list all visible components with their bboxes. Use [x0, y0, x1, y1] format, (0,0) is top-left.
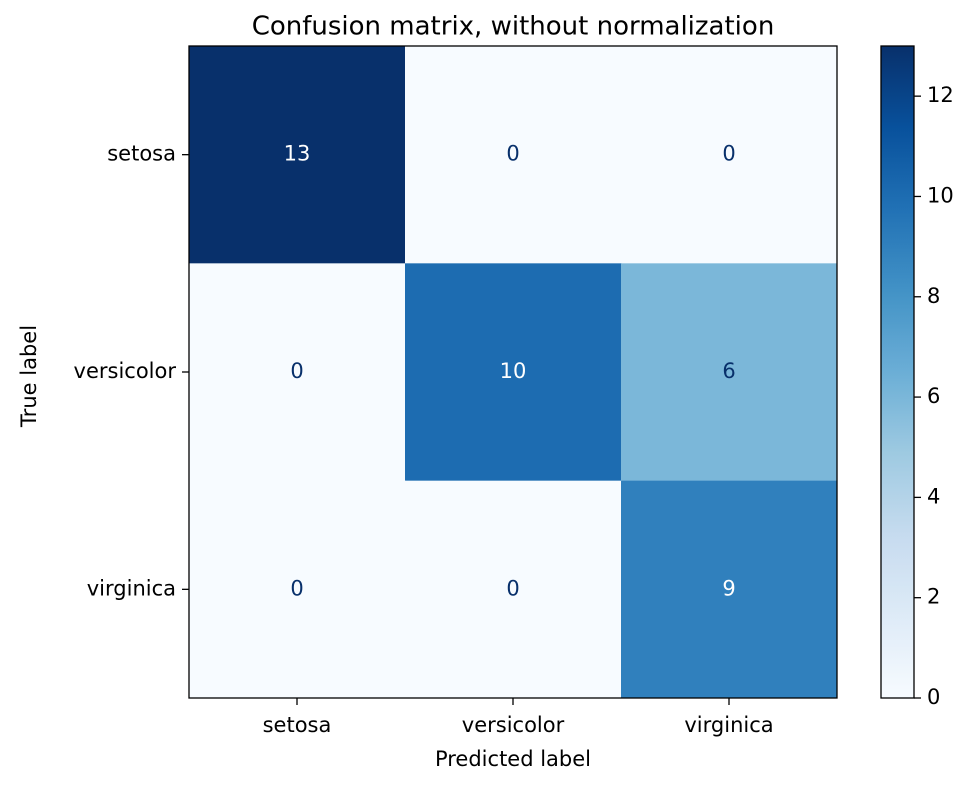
chart-title: Confusion matrix, without normalization: [252, 12, 775, 42]
colorbar-tick-label: 4: [927, 484, 940, 508]
heatmap-cell: [405, 46, 622, 264]
colorbar-tick-label: 10: [927, 183, 954, 207]
colorbar-tick-label: 8: [927, 284, 940, 308]
x-tick-label: virginica: [684, 713, 773, 737]
y-tick-label: setosa: [107, 142, 176, 166]
colorbar-tick-label: 12: [927, 83, 954, 107]
y-axis-label: True label: [17, 325, 41, 428]
cell-value: 0: [506, 576, 519, 600]
colorbar: [880, 45, 915, 699]
x-tick-label: versicolor: [462, 713, 565, 737]
x-axis-label: Predicted label: [435, 747, 591, 771]
heatmap-cell: [189, 480, 406, 699]
cell-value: 0: [722, 142, 735, 166]
cell-value: 0: [290, 576, 303, 600]
heatmap-cell: [189, 263, 406, 482]
heatmap-cell: [621, 46, 838, 264]
colorbar-tick-label: 2: [927, 585, 940, 609]
cell-value: 10: [500, 359, 527, 383]
cell-value: 0: [290, 359, 303, 383]
heatmap-cell: [405, 263, 622, 482]
cell-value: 9: [722, 576, 735, 600]
cell-value: 13: [284, 142, 311, 166]
cell-value: 0: [506, 142, 519, 166]
colorbar-tick-label: 6: [927, 384, 940, 408]
colorbar-tick-label: 0: [927, 685, 940, 709]
x-tick-label: setosa: [263, 713, 332, 737]
y-tick-label: versicolor: [74, 359, 177, 383]
heatmap-cell: [621, 480, 838, 699]
cell-value: 6: [722, 359, 735, 383]
heatmap-cell: [405, 480, 622, 699]
y-tick-label: virginica: [87, 576, 176, 600]
heatmap-cell: [189, 46, 406, 264]
heatmap-cell: [621, 263, 838, 482]
